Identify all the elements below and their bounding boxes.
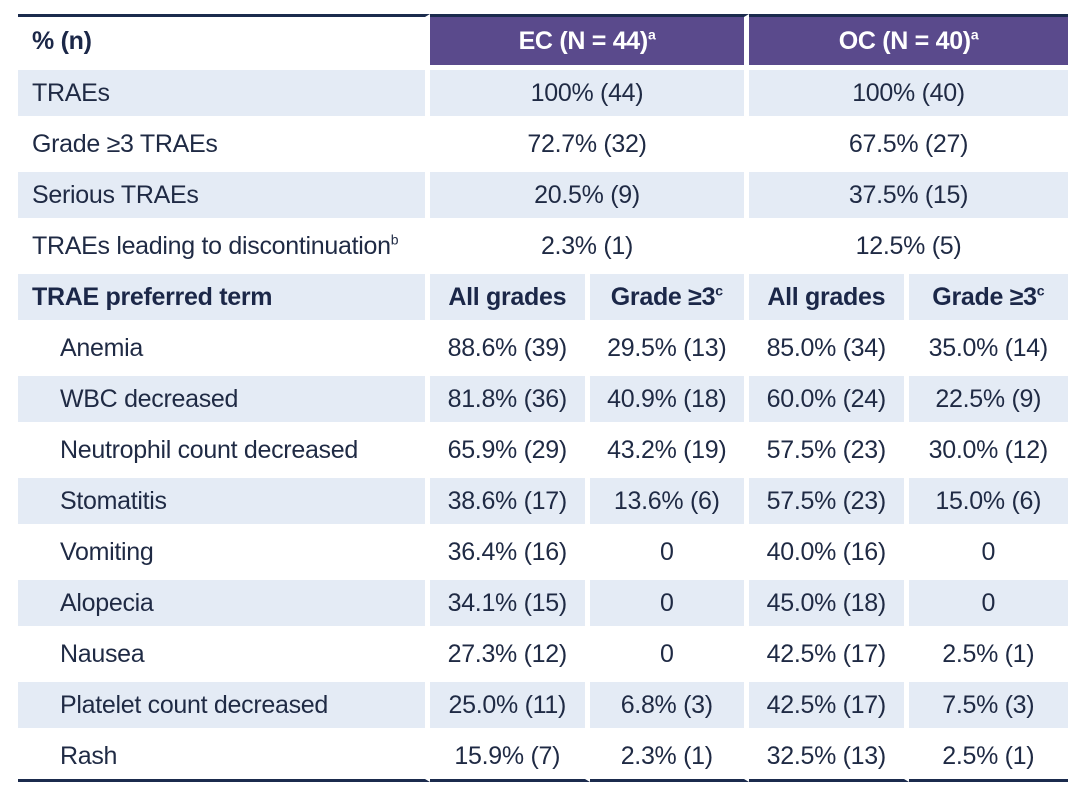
term-oc-all: 45.0% (18) — [749, 580, 909, 626]
term-label: Platelet count decreased — [18, 682, 430, 728]
term-oc-all: 32.5% (13) — [749, 733, 909, 782]
term-label: Stomatitis — [18, 478, 430, 524]
term-ec-grade3: 0 — [589, 580, 750, 626]
term-ec-all: 34.1% (15) — [430, 580, 590, 626]
term-oc-all: 60.0% (24) — [749, 376, 909, 422]
term-oc-all: 42.5% (17) — [749, 631, 909, 677]
summary-oc-value: 37.5% (15) — [749, 172, 1069, 218]
term-label: Rash — [18, 733, 430, 782]
summary-row: TRAEs leading to discontinuationb 2.3% (1… — [18, 223, 1068, 269]
subheader-oc-grade3: Grade ≥3c — [908, 274, 1069, 320]
term-row: WBC decreased 81.8% (36) 40.9% (18) 60.0% (… — [18, 376, 1069, 422]
summary-label: TRAEs leading to discontinuationb — [18, 223, 430, 269]
term-row: Neutrophil count decreased 65.9% (29) 43.2… — [18, 427, 1068, 473]
term-ec-all: 38.6% (17) — [430, 478, 590, 524]
summary-ec-value: 20.5% (9) — [430, 172, 750, 218]
term-row: Anemia 88.6% (39) 29.5% (13) 85.0% (34) 35.0… — [18, 325, 1068, 371]
term-label: Vomiting — [18, 529, 430, 575]
term-ec-grade3: 6.8% (3) — [589, 682, 750, 728]
term-label: Neutrophil count decreased — [18, 427, 430, 473]
summary-oc-value: 67.5% (27) — [848, 129, 969, 158]
subheader-ec-grade3: Grade ≥3c — [589, 274, 750, 320]
term-ec-all: 27.3% (12) — [430, 631, 590, 677]
term-row: Vomiting 36.4% (16) 0 40.0% (16) 0 — [18, 529, 1068, 575]
term-ec-grade3: 0 — [590, 529, 750, 575]
term-ec-all: 25.0% (11) — [430, 682, 590, 728]
subheader-row: TRAE preferred term All grades Grade ≥3c… — [18, 274, 1069, 320]
term-oc-grade3: 22.5% (9) — [908, 376, 1069, 422]
summary-row: Serious TRAEs 20.5% (9) 37.5% (15) — [18, 172, 1069, 218]
term-oc-all: 40.0% (16) — [749, 529, 909, 575]
term-oc-grade3: 7.5% (3) — [908, 682, 1069, 728]
summary-row: TRAEs 100% (44) 100% (40) — [18, 70, 1069, 116]
term-row: Stomatitis 38.6% (17) 13.6% (6) 57.5% (23) 1… — [18, 478, 1069, 524]
term-oc-all: 42.5% (17) — [749, 682, 909, 728]
term-oc-grade3: 2.5% (1) — [908, 733, 1069, 782]
summary-label: Grade ≥3 TRAEs — [18, 121, 430, 167]
term-label: Nausea — [18, 631, 430, 677]
term-label: Alopecia — [18, 580, 430, 626]
term-oc-all: 85.0% (34) — [749, 325, 909, 371]
term-ec-grade3: 43.2% (19) — [590, 427, 750, 473]
term-oc-grade3: 2.5% (1) — [942, 639, 1035, 668]
summary-label: Serious TRAEs — [18, 172, 430, 218]
term-ec-all: 65.9% (29) — [430, 427, 590, 473]
term-ec-grade3: 0 — [590, 631, 750, 677]
summary-row: Grade ≥3 TRAEs 72.7% (32) 67.5% (27) — [18, 121, 1068, 167]
term-oc-grade3: 0 — [908, 580, 1069, 626]
trae-table: % (n) EC (N = 44)a OC (N = 40)a TRAEs 100… — [18, 9, 1069, 787]
subheader-label: TRAE preferred term — [18, 274, 430, 320]
summary-ec-value: 2.3% (1) — [430, 223, 750, 269]
term-ec-grade3: 40.9% (18) — [589, 376, 750, 422]
summary-ec-value: 72.7% (32) — [430, 121, 750, 167]
term-ec-grade3: 29.5% (13) — [590, 325, 750, 371]
header-ec: EC (N = 44)a — [430, 14, 750, 65]
summary-label: TRAEs — [18, 70, 430, 116]
term-label: Anemia — [18, 325, 430, 371]
term-oc-grade3: 35.0% (14) — [928, 333, 1049, 362]
term-ec-all: 81.8% (36) — [430, 376, 590, 422]
term-row: Alopecia 34.1% (15) 0 45.0% (18) 0 — [18, 580, 1069, 626]
summary-oc-value: 100% (40) — [749, 70, 1069, 116]
term-oc-grade3: 15.0% (6) — [908, 478, 1069, 524]
term-row: Nausea 27.3% (12) 0 42.5% (17) 2.5% (1) — [18, 631, 1068, 677]
summary-ec-value: 100% (44) — [430, 70, 750, 116]
subheader-ec-all-grades: All grades — [430, 274, 590, 320]
term-ec-all: 36.4% (16) — [430, 529, 590, 575]
term-oc-all: 57.5% (23) — [749, 478, 909, 524]
term-ec-all: 88.6% (39) — [430, 325, 590, 371]
term-oc-all: 57.5% (23) — [749, 427, 909, 473]
summary-oc-value: 12.5% (5) — [855, 231, 962, 260]
term-row: Rash 15.9% (7) 2.3% (1) 32.5% (13) 2.5% (1) — [18, 733, 1069, 782]
header-oc: OC (N = 40)a — [749, 14, 1069, 65]
term-label: WBC decreased — [18, 376, 430, 422]
term-ec-all: 15.9% (7) — [430, 733, 590, 782]
term-ec-grade3: 13.6% (6) — [589, 478, 750, 524]
header-row: % (n) EC (N = 44)a OC (N = 40)a — [18, 14, 1069, 65]
header-label: % (n) — [18, 14, 430, 65]
subheader-oc-all-grades: All grades — [749, 274, 909, 320]
term-oc-grade3: 0 — [981, 537, 996, 566]
term-row: Platelet count decreased 25.0% (11) 6.8% (… — [18, 682, 1069, 728]
term-ec-grade3: 2.3% (1) — [589, 733, 750, 782]
term-oc-grade3: 30.0% (12) — [928, 435, 1049, 464]
